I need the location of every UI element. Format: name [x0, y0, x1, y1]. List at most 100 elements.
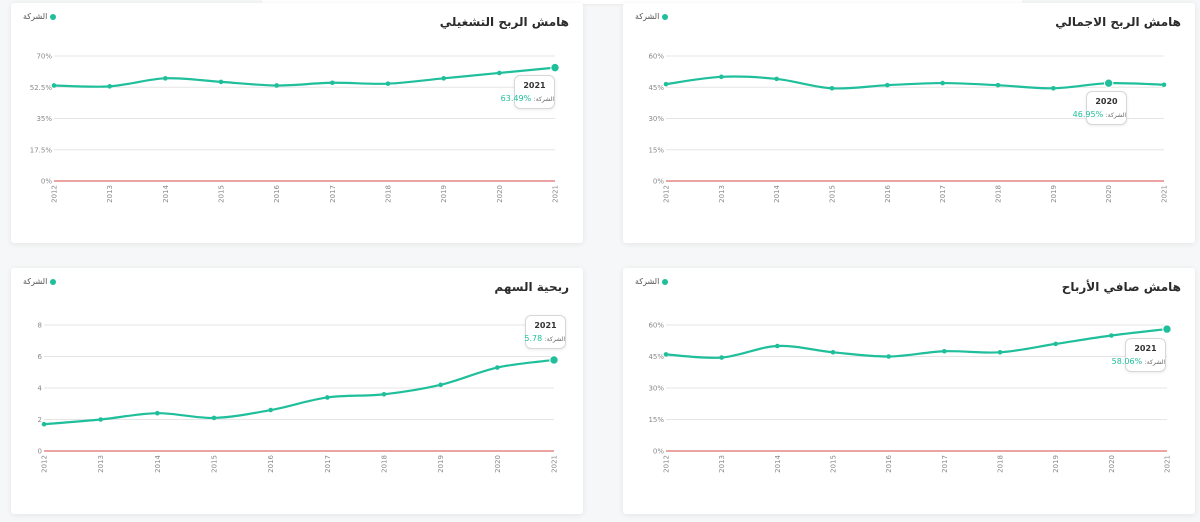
- legend-dot-icon: [50, 13, 57, 20]
- y-tick-label: 30%: [648, 385, 664, 393]
- x-tick-label: 2021: [1164, 455, 1172, 473]
- chart-gross-margin: 0% 15% 30% 45% 60% 2012 2013 2014 2015 2016 2017 20…: [648, 53, 1169, 203]
- data-point: [663, 81, 669, 87]
- x-tick-label: 2012: [663, 455, 671, 473]
- x-tick-label: 2012: [663, 185, 671, 203]
- data-point: [385, 81, 391, 86]
- y-tick-label: 60%: [648, 53, 664, 61]
- highlighted-data-point: [1103, 78, 1114, 88]
- chart-card-operating-margin: الشركة هامش الربح التشغيلي 0% 17.5% 35% 52.…: [11, 3, 583, 243]
- data-point: [211, 415, 217, 421]
- data-point: [829, 85, 835, 91]
- legend-label: الشركة: [23, 12, 48, 21]
- chart-legend[interactable]: الشركة: [23, 277, 57, 286]
- y-tick-label: 30%: [648, 115, 664, 123]
- x-tick-label: 2020: [496, 185, 504, 203]
- tooltip-value: %63.49: [500, 94, 532, 103]
- tooltip-series-label: الشركة:: [1144, 359, 1165, 366]
- data-point: [886, 354, 891, 359]
- tooltip-series-label: الشركة:: [1105, 112, 1126, 119]
- data-point: [497, 70, 502, 76]
- data-point: [885, 82, 890, 88]
- chart-eps: 0 2 4 6 8 2012 2013 2014 2015 2016 2017 2018 2019 202…: [38, 322, 559, 473]
- x-tick-label: 2013: [718, 185, 726, 203]
- y-tick-label: 0%: [653, 448, 664, 456]
- chart-title: هامش صافي الأرباح: [1061, 280, 1181, 294]
- legend-label: الشركة: [23, 277, 48, 286]
- x-tick-label: 2016: [885, 454, 893, 472]
- x-tick-label: 2015: [211, 455, 219, 473]
- data-point: [98, 417, 103, 422]
- tooltip-value: 5.78: [524, 334, 543, 343]
- tooltip-year: 2021: [1134, 344, 1157, 353]
- series-line: [665, 327, 1168, 359]
- x-tick-label: 2014: [154, 454, 162, 472]
- x-tick-label: 2020: [1105, 185, 1113, 203]
- x-tick-label: 2017: [939, 185, 947, 203]
- data-point: [381, 392, 387, 397]
- chart-legend[interactable]: الشركة: [23, 12, 57, 21]
- chart-card-net-margin: الشركة هامش صافي الأرباح 0% 15% 30% 45% 60% 2…: [623, 268, 1195, 514]
- x-tick-label: 2021: [551, 455, 559, 473]
- data-point: [495, 365, 500, 370]
- x-tick-label: 2019: [1052, 455, 1060, 473]
- highlighted-data-point: [550, 62, 560, 73]
- chart-legend[interactable]: الشركة: [635, 12, 669, 21]
- y-tick-label: 0%: [653, 178, 664, 186]
- x-tick-label: 2015: [218, 185, 226, 203]
- chart-tooltip: 2021 الشركة: %63.49: [501, 75, 555, 109]
- highlighted-data-point: [1162, 324, 1172, 334]
- x-tick-label: 2013: [97, 455, 105, 473]
- y-tick-label: 15%: [648, 416, 664, 424]
- tooltip-value: %58.06: [1111, 357, 1143, 366]
- data-point: [719, 74, 724, 80]
- series-line: [665, 75, 1165, 90]
- y-tick-label: 0: [38, 448, 42, 456]
- x-tick-label: 2016: [273, 184, 281, 202]
- chart-title: هامش الربح التشغيلي: [439, 15, 569, 29]
- tooltip-year: 2021: [523, 81, 546, 90]
- x-tick-label: 2013: [718, 455, 726, 473]
- x-tick-label: 2016: [884, 184, 892, 202]
- y-tick-label: 70%: [36, 53, 52, 61]
- y-tick-label: 45%: [648, 353, 664, 361]
- x-tick-label: 2019: [440, 185, 448, 203]
- chart-legend[interactable]: الشركة: [635, 277, 669, 286]
- data-point: [942, 348, 947, 354]
- x-tick-label: 2018: [385, 185, 393, 203]
- y-tick-label: 60%: [648, 322, 664, 330]
- x-tick-label: 2019: [1050, 185, 1058, 203]
- x-tick-label: 2021: [1161, 185, 1169, 203]
- x-tick-label: 2014: [773, 184, 781, 202]
- chart-operating-margin: 0% 17.5% 35% 52.5% 70% 2012 2013 2014 2015 2016 20…: [30, 53, 560, 203]
- x-tick-label: 2017: [329, 185, 337, 203]
- data-point: [995, 82, 1001, 88]
- chart-tooltip: 2021 الشركة: 5.78: [524, 315, 566, 349]
- series-line: [53, 66, 556, 88]
- x-tick-label: 2014: [774, 454, 782, 472]
- chart-tooltip: 2020 الشركة: %46.95: [1073, 91, 1127, 125]
- y-tick-label: 4: [38, 385, 43, 393]
- legend-label: الشركة: [635, 12, 660, 21]
- y-tick-label: 35%: [36, 115, 52, 123]
- chart-title: ربحية السهم: [494, 280, 569, 294]
- legend-label: الشركة: [635, 277, 660, 286]
- data-point: [41, 421, 47, 427]
- x-tick-label: 2012: [51, 185, 59, 203]
- data-point: [107, 84, 112, 89]
- y-tick-label: 6: [38, 353, 43, 361]
- x-tick-label: 2015: [829, 185, 837, 203]
- tooltip-series-label: الشركة:: [533, 96, 554, 103]
- x-tick-label: 2021: [552, 185, 560, 203]
- data-point: [1053, 341, 1058, 347]
- chart-net-margin: 0% 15% 30% 45% 60% 2012 2013 2014 2015 2016 2017 20…: [648, 322, 1172, 473]
- y-tick-label: 15%: [648, 146, 664, 154]
- tooltip-value: %46.95: [1072, 110, 1104, 119]
- data-point: [268, 407, 273, 413]
- y-tick-label: 2: [38, 416, 42, 424]
- top-panel-edge: [262, 0, 1022, 4]
- data-point: [330, 80, 335, 86]
- data-point: [940, 80, 945, 86]
- data-point: [663, 352, 669, 357]
- series-line: [43, 358, 555, 426]
